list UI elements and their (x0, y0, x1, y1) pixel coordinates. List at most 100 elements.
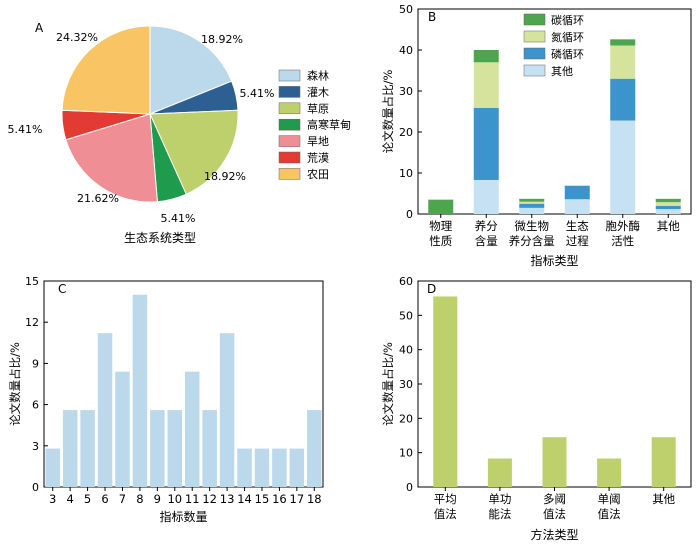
bar (167, 410, 183, 487)
x-tick-label: 14 (237, 492, 252, 506)
legend-label: 农田 (307, 167, 329, 181)
panel-b-label: B (428, 10, 436, 24)
x-tick-label: 9 (154, 492, 161, 506)
x-tick-label: 12 (202, 492, 217, 506)
legend-swatch (523, 30, 546, 43)
x-tick-label: 16 (272, 492, 287, 506)
x-tick-label: 8 (136, 492, 143, 506)
x-tick-label: 活性 (611, 234, 634, 248)
legend-swatch (523, 47, 546, 60)
x-tick-label: 值法 (598, 507, 621, 521)
bar-segment (610, 78, 636, 121)
legend-swatch (523, 13, 546, 26)
x-tick-label: 多阈 (543, 492, 566, 506)
x-tick-label: 养分含量 (509, 234, 555, 248)
x-tick-label: 10 (167, 492, 182, 506)
y-tick-label: 0 (406, 481, 413, 494)
plot-frame (417, 8, 692, 215)
legend-swatch (278, 102, 301, 115)
legend-swatch (278, 151, 301, 164)
y-tick-label: 10 (399, 447, 413, 460)
bar-segment (473, 50, 499, 63)
x-axis-title: 指标类型 (530, 253, 578, 268)
y-tick-label: 3 (32, 440, 39, 453)
bar-segment (473, 62, 499, 108)
pie-value-label: 18.92% (204, 170, 246, 183)
bar (184, 371, 200, 487)
x-tick-label: 6 (101, 492, 108, 506)
bar-segment (564, 199, 590, 214)
y-tick-label: 50 (399, 309, 413, 322)
bar (45, 448, 60, 487)
pie-value-label: 5.41% (161, 212, 196, 225)
x-tick-label: 单功 (488, 492, 511, 506)
bar-segment (519, 207, 545, 214)
x-tick-label: 值法 (543, 507, 566, 521)
bar (651, 437, 676, 487)
bar (219, 333, 235, 487)
legend-label: 磷循环 (551, 48, 584, 61)
bar (542, 437, 567, 487)
y-tick-label: 10 (399, 167, 413, 180)
legend-label: 氮循环 (551, 30, 584, 44)
y-tick-label: 60 (399, 275, 413, 288)
bar (272, 448, 287, 487)
bar (487, 458, 512, 487)
x-tick-label: 含量 (475, 234, 498, 248)
x-tick-label: 4 (66, 492, 73, 506)
y-tick-label: 0 (406, 208, 413, 221)
bar-segment (473, 107, 499, 180)
legend-label: 其他 (551, 65, 573, 78)
bar-segment (519, 203, 545, 208)
y-tick-label: 40 (399, 344, 413, 357)
panel-a-title: 生态系统类型 (124, 231, 196, 245)
y-tick-label: 20 (399, 126, 413, 139)
legend-label: 高寒草甸 (307, 118, 351, 132)
legend-label: 碳循环 (551, 13, 584, 27)
bar (132, 294, 148, 487)
y-axis-title: 论文数量占比/% (381, 70, 395, 154)
x-tick-label: 平均 (434, 492, 457, 506)
y-tick-label: 9 (32, 357, 39, 370)
pie-value-label: 5.41% (8, 123, 43, 136)
bar (433, 296, 458, 487)
bar (150, 410, 165, 487)
bar (237, 448, 252, 487)
legend-swatch (523, 64, 546, 77)
x-tick-label: 15 (255, 492, 270, 506)
bar (597, 458, 622, 487)
x-tick-label: 11 (185, 492, 200, 506)
x-tick-label: 胞外酶 (606, 219, 641, 233)
bar-segment (428, 199, 454, 214)
x-tick-label: 能法 (488, 507, 511, 521)
bar-segment (473, 179, 499, 214)
legend-label: 森林 (307, 69, 329, 83)
panel-a-label: A (35, 21, 44, 35)
bar-segment (519, 201, 545, 204)
bar (97, 333, 113, 487)
y-tick-label: 6 (32, 399, 39, 412)
legend-label: 旱地 (307, 135, 329, 148)
x-tick-label: 17 (290, 492, 305, 506)
y-tick-label: 12 (25, 316, 39, 329)
legend-swatch (278, 118, 301, 131)
y-tick-label: 0 (32, 481, 39, 494)
bar (254, 448, 270, 487)
bar (289, 448, 305, 487)
bar (202, 410, 217, 487)
panel-c-label: C (58, 282, 66, 296)
x-tick-label: 值法 (434, 507, 457, 521)
bar-segment (610, 39, 636, 46)
legend-swatch (278, 86, 301, 98)
bar (80, 410, 95, 487)
pie-slice (65, 113, 158, 203)
x-tick-label: 微生物 (515, 219, 550, 233)
y-tick-label: 20 (399, 412, 413, 425)
x-axis-title: 指标数量 (159, 509, 207, 524)
x-tick-label: 养分 (475, 219, 498, 233)
y-axis-title: 论文数量占比/% (8, 342, 22, 426)
x-tick-label: 过程 (566, 234, 589, 248)
bar-segment (519, 198, 545, 202)
bar-segment (610, 45, 636, 79)
legend-swatch (278, 69, 301, 82)
